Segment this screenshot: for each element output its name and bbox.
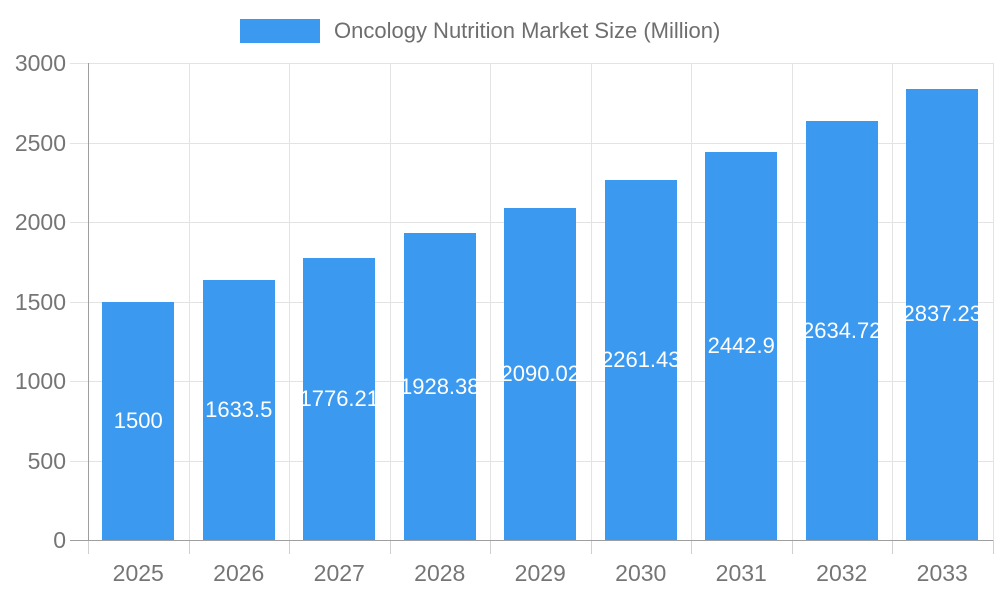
gridline-vertical	[992, 63, 994, 540]
gridline-vertical	[289, 63, 290, 540]
gridline-vertical	[389, 63, 391, 540]
y-axis-label: 0	[53, 527, 66, 553]
y-axis-label: 3000	[14, 50, 66, 76]
y-axis-label: 2500	[14, 129, 66, 156]
bar-value-label: 1633.5	[205, 397, 273, 423]
bar-2029[interactable]: 2090.02	[504, 207, 577, 540]
x-axis-label: 2030	[615, 560, 667, 586]
x-axis-tick	[691, 540, 692, 554]
gridline-horizontal	[70, 142, 993, 144]
bar-2031[interactable]: 2442.9	[705, 151, 778, 540]
x-axis-label: 2029	[514, 560, 566, 586]
bar-value-label: 2442.9	[707, 332, 775, 358]
bar-value-label: 1500	[113, 407, 163, 433]
gridline-vertical	[590, 63, 592, 540]
x-axis-tick	[88, 540, 89, 554]
bar-2026[interactable]: 1633.5	[202, 280, 275, 540]
y-axis-line	[88, 63, 89, 540]
x-axis-label: 2027	[313, 560, 365, 586]
bar-2033[interactable]: 2837.23	[906, 88, 979, 540]
x-axis-label: 2032	[816, 560, 868, 586]
gridline-horizontal	[70, 63, 993, 64]
x-axis-label: 2025	[112, 560, 164, 586]
bar-2030[interactable]: 2261.43	[604, 180, 677, 540]
legend-item[interactable]: Oncology Nutrition Market Size (Million)	[240, 17, 720, 45]
bar-2028[interactable]: 1928.38	[403, 233, 476, 540]
gridline-vertical	[892, 63, 893, 540]
bar-value-label: 2090.02	[504, 360, 577, 386]
bar-2032[interactable]: 2634.72	[805, 121, 878, 540]
bar-2027[interactable]: 1776.21	[303, 257, 376, 540]
x-axis-tick	[992, 540, 994, 554]
x-axis-line	[70, 540, 993, 541]
y-axis-label: 500	[27, 447, 66, 474]
gridline-vertical	[791, 63, 793, 540]
bar-2025[interactable]: 1500	[102, 301, 175, 540]
x-axis-tick	[289, 540, 290, 554]
bar-value-label: 1928.38	[403, 373, 476, 399]
x-axis-tick	[490, 540, 491, 554]
y-axis-label: 2000	[14, 209, 66, 235]
gridline-vertical	[188, 63, 190, 540]
legend-swatch-icon	[240, 19, 320, 43]
legend-label: Oncology Nutrition Market Size (Million)	[334, 18, 721, 43]
bar-value-label: 2634.72	[805, 317, 878, 343]
x-axis-label: 2033	[916, 560, 968, 586]
gridline-vertical	[691, 63, 692, 540]
x-axis-label: 2028	[414, 560, 466, 586]
x-axis-tick	[892, 540, 893, 554]
y-axis-label: 1500	[14, 288, 66, 315]
x-axis-tick	[389, 540, 391, 554]
y-axis-label: 1000	[14, 368, 66, 394]
x-axis-tick	[590, 540, 592, 554]
x-axis-tick	[791, 540, 793, 554]
bar-value-label: 2261.43	[604, 347, 677, 373]
bar-value-label: 2837.23	[906, 301, 979, 327]
x-axis-label: 2031	[715, 560, 767, 586]
gridline-vertical	[490, 63, 491, 540]
x-axis-label: 2026	[213, 560, 265, 586]
x-axis-tick	[188, 540, 190, 554]
bar-value-label: 1776.21	[303, 385, 376, 411]
